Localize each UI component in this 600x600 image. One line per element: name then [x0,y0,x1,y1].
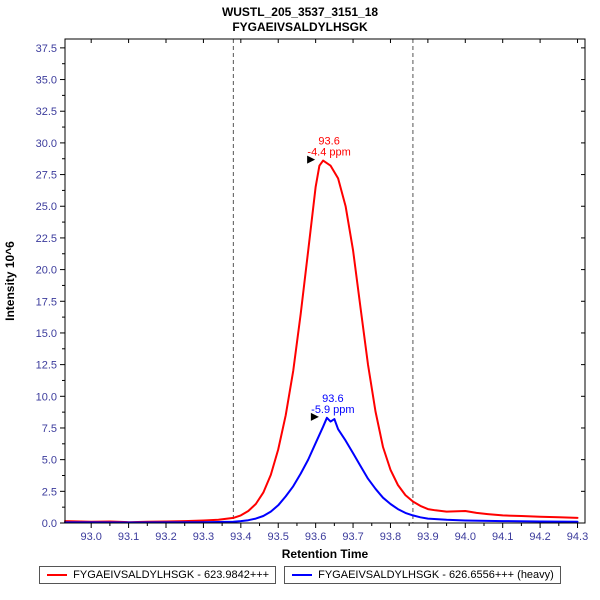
y-tick-label: 5.0 [42,455,57,467]
y-tick-label: 2.5 [42,486,57,498]
x-tick-label: 93.2 [155,531,176,543]
legend-label-heavy: FYGAEIVSALDYLHSGK - 626.6556+++ (heavy) [318,569,554,581]
x-tick-label: 94.1 [492,531,513,543]
x-tick-label: 93.0 [80,531,101,543]
peak-ppm-annotation: -4.4 ppm [307,147,350,159]
x-tick-label: 93.1 [118,531,139,543]
x-tick-label: 93.3 [193,531,214,543]
x-tick-label: 93.8 [380,531,401,543]
y-tick-label: 20.0 [36,265,57,277]
peak-ppm-annotation: -5.9 ppm [311,404,354,416]
x-tick-label: 93.6 [305,531,326,543]
y-tick-label: 25.0 [36,201,57,213]
series-line-heavy [64,416,579,524]
y-tick-label: 37.5 [36,43,57,55]
x-tick-label: 94.3 [567,531,588,543]
x-tick-label: 94.2 [529,531,550,543]
y-tick-label: 22.5 [36,233,57,245]
legend-item-heavy: FYGAEIVSALDYLHSGK - 626.6556+++ (heavy) [284,566,561,584]
chart-header: WUSTL_205_3537_3151_18 FYGAEIVSALDYLHSGK [0,0,600,35]
x-tick-label: 93.5 [268,531,289,543]
x-tick-label: 93.4 [230,531,251,543]
y-tick-label: 12.5 [36,360,57,372]
legend-line-red-icon [47,574,68,576]
x-axis: 93.0 93.1 93.2 93.3 93.4 93.5 93.6 93.7 93.8 93.9… [80,39,588,543]
plot-background [65,39,585,523]
y-tick-label: 32.5 [36,106,57,118]
y-tick-label: 30.0 [36,138,57,150]
chart-subtitle: FYGAEIVSALDYLHSGK [232,20,368,34]
legend-label-light: FYGAEIVSALDYLHSGK - 623.9842+++ [73,569,270,581]
y-tick-label: 27.5 [36,170,57,182]
y-axis-title: Intensity 10^6 [3,241,17,321]
peak-marker-icon [307,155,316,164]
legend: FYGAEIVSALDYLHSGK - 623.9842+++ FYGAEIVS… [0,566,600,584]
peak-rt-annotation: 93.6 [318,136,339,148]
chart-dynamic-layer: 93.0 93.1 93.2 93.3 93.4 93.5 93.6 93.7 93.8 93.9… [36,38,588,543]
series-line-light [64,159,579,524]
y-tick-label: 17.5 [36,296,57,308]
y-tick-label: 35.0 [36,75,57,87]
y-tick-label: 7.5 [42,423,57,435]
chromatogram-plot[interactable]: 93.0 93.1 93.2 93.3 93.4 93.5 93.6 93.7 93.8 93.9… [0,35,600,563]
y-tick-label: 15.0 [36,328,57,340]
chart-title: WUSTL_205_3537_3151_18 [221,5,379,19]
peak-marker-icon [310,412,319,421]
peak-rt-annotation: 93.6 [322,393,343,405]
legend-item-light: FYGAEIVSALDYLHSGK - 623.9842+++ [39,566,277,584]
x-tick-label: 94.0 [455,531,476,543]
x-tick-label: 93.7 [342,531,363,543]
y-tick-label: 10.0 [36,391,57,403]
x-axis-title: Retention Time [282,547,369,561]
y-tick-label: 0.0 [42,518,57,530]
chromatogram-panel: WUSTL_205_3537_3151_18 FYGAEIVSALDYLHSGK… [0,0,600,584]
plot-border [64,38,586,524]
y-axis: 0.0 2.5 5.0 7.5 10.0 12.5 15.0 17.5 20.0 22.5 25.0… [36,43,585,530]
x-tick-label: 93.9 [417,531,438,543]
legend-line-blue-icon [292,574,313,576]
